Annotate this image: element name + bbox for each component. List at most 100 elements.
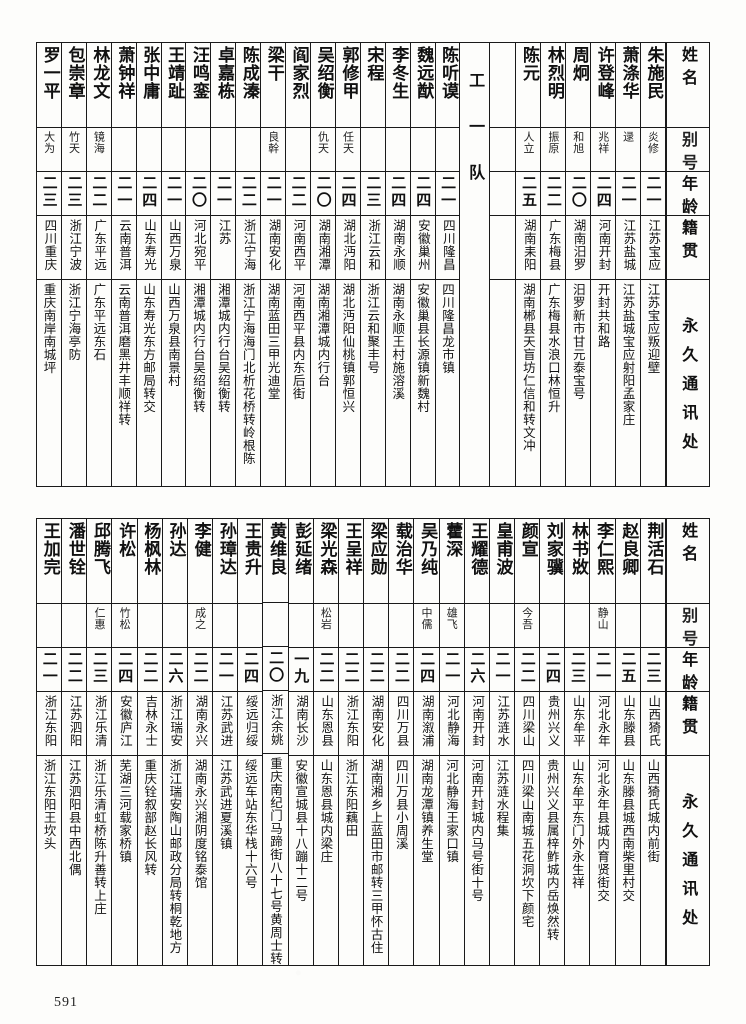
cell-alias xyxy=(286,127,310,171)
cell-name: 梁光森 xyxy=(314,519,338,603)
cell-alias: 雄飞 xyxy=(439,603,464,647)
age-text: 二二 xyxy=(367,651,386,685)
cell-age: 二四 xyxy=(540,647,565,691)
group-label-text: 工一队 xyxy=(466,72,486,210)
name-text: 阎家烈 xyxy=(288,46,309,100)
age-text: 二一 xyxy=(165,175,184,209)
cell-name: 吴绍衡 xyxy=(311,43,335,127)
age-text: 二〇 xyxy=(569,175,588,209)
cell-name: 刘家骥 xyxy=(540,519,564,603)
cell-age: 二三 xyxy=(37,171,61,215)
origin-text: 河南开封 xyxy=(596,219,612,271)
name-text: 皇甫波 xyxy=(492,522,513,576)
roster-column: 邱腾飞 仁惠 二三 浙江乐清 浙江乐清虹桥陈升善转上庄 xyxy=(86,519,112,965)
cell-origin: 江苏盐城 xyxy=(616,215,640,279)
origin-text: 山东恩县 xyxy=(319,695,335,747)
age-text: 二三 xyxy=(364,175,383,209)
addr-text: 开封共和路 xyxy=(595,283,611,348)
addr-text: 永久通讯处 xyxy=(679,793,699,938)
cell-origin: 湖南汨罗 xyxy=(566,215,591,279)
cell-name: 载治华 xyxy=(389,519,413,603)
cell-name: 孙达 xyxy=(163,519,187,603)
addr-text: 山东滕县城西南柴里村交 xyxy=(620,759,636,902)
cell-origin: 山东恩县 xyxy=(313,691,338,755)
cell-alias: 和旭 xyxy=(566,127,591,171)
cell-name: 朱施民 xyxy=(641,43,665,127)
origin-text: 河南西平 xyxy=(291,219,307,271)
cell-addr: 湘潭城内行台吴绍衡转 xyxy=(186,279,211,486)
cell-addr: 湖北沔阳仙桃镇郭恒兴 xyxy=(335,279,360,486)
cell-name: 许松 xyxy=(112,519,136,603)
addr-text: 重庆铨叙部赵长风转 xyxy=(142,759,158,876)
cell-alias: 人立 xyxy=(516,127,541,171)
cell-addr: 湖南湘乡上蓝田市邮转三甲怀古住 xyxy=(364,755,389,965)
origin-text: 浙江宁海 xyxy=(241,219,257,271)
name-text: 萧钟祥 xyxy=(114,46,135,100)
cell-addr: 重庆铨叙部赵长风转 xyxy=(137,755,162,965)
cell-age: 二五 xyxy=(615,647,640,691)
cell-addr: 河北静海王家口镇 xyxy=(439,755,464,965)
cell-alias xyxy=(565,603,590,647)
cell-addr: 江苏宝应叛迎壁 xyxy=(640,279,665,486)
cell-origin: 吉林永士 xyxy=(137,691,162,755)
cell-name: 阎家烈 xyxy=(286,43,310,127)
row-header-column: 姓名 别号 年龄 籍贯 永久通讯处 xyxy=(664,43,709,486)
addr-text: 湖北沔阳仙桃镇郭恒兴 xyxy=(340,283,356,413)
roster-column: 张中庸 二四 山东寿光 山东寿光东方邮局转交 xyxy=(135,43,161,486)
origin-text: 湖南安化 xyxy=(369,695,385,747)
cell-alias: 仁惠 xyxy=(87,603,112,647)
roster-table-top: 罗一平 大为 二三 四川重庆 重庆南岸南城坪 包崇章 竹天 二三 浙江宁波 浙江宁海亭防 林龙文 镜海… xyxy=(36,42,710,487)
cell-addr: 四川万县小周溪 xyxy=(389,755,414,965)
origin-text: 湖南耒阳 xyxy=(521,219,537,271)
cell-origin: 湖南永顺 xyxy=(385,215,410,279)
age-text: 二〇 xyxy=(267,649,286,684)
cell-origin: 河南开封 xyxy=(591,215,616,279)
cell-addr: 四川梁山南城五花洞坎下颜宅 xyxy=(514,755,540,965)
cell-addr: 江苏盐城宝应射阳孟家庄 xyxy=(616,279,640,486)
cell-name: 周炯 xyxy=(566,43,590,127)
cell-origin: 江苏泗阳 xyxy=(62,691,87,755)
origin-text: 四川重庆 xyxy=(42,219,58,271)
name-text: 孙璋达 xyxy=(215,522,236,576)
age-text: 二五 xyxy=(619,651,638,685)
cell-blank xyxy=(490,43,515,127)
cell-name: 李冬生 xyxy=(386,43,410,127)
origin-text: 浙江乐清 xyxy=(92,695,108,747)
age-text: 一九 xyxy=(292,651,311,685)
name-text: 王耀德 xyxy=(467,522,488,576)
cell-name: 王靖趾 xyxy=(162,43,186,127)
name-text: 宋程 xyxy=(363,46,384,82)
cell-addr: 贵州兴义县属梓鲊城内岳焕然转 xyxy=(540,755,565,965)
cell-age: 二〇 xyxy=(263,645,288,690)
age-text: 二二 xyxy=(239,175,258,209)
name-text: 吴绍衡 xyxy=(313,46,334,100)
cell-age: 二二 xyxy=(389,647,414,691)
origin-text: 江苏宝应 xyxy=(646,219,662,271)
cell-addr: 永久通讯处 xyxy=(666,755,709,965)
cell-blank xyxy=(490,279,516,486)
row-header-column: 姓名 别号 年龄 籍贯 永久通讯处 xyxy=(664,519,709,965)
name-text: 姓名 xyxy=(679,46,698,92)
roster-column: 王贵升 二四 绥远归绥 绥远车站东华栈十六号 xyxy=(237,519,263,965)
origin-text: 河北宛平 xyxy=(191,219,207,271)
cell-origin: 安徽庐江 xyxy=(112,691,137,755)
roster-column: 载治华二二四川万县四川万县小周溪 xyxy=(388,519,414,965)
cell-age: 二二 xyxy=(364,647,389,691)
cell-name: 王呈祥 xyxy=(339,519,363,603)
age-text: 二四 xyxy=(543,651,562,685)
cell-addr: 安徽宣城县十八蹦十二号 xyxy=(288,755,313,965)
cell-origin: 籍贯 xyxy=(666,215,709,279)
origin-text: 四川万县 xyxy=(394,695,410,747)
name-text: 包崇章 xyxy=(64,46,85,100)
age-text: 二三 xyxy=(644,651,663,685)
cell-age: 二四 xyxy=(410,171,435,215)
addr-text: 山东恩县城内梁庄 xyxy=(318,759,334,863)
cell-origin: 山东滕县 xyxy=(615,691,640,755)
cell-alias: 兆祥 xyxy=(591,127,616,171)
roster-column: 朱施民 炎修 二一 江苏宝应 江苏宝应叛迎壁 xyxy=(639,43,665,486)
alias-text: 振原 xyxy=(546,131,560,154)
origin-text: 山东牟平 xyxy=(570,695,586,747)
roster-column: 颜宣 今吾 二二 四川梁山 四川梁山南城五花洞坎下颜宅 xyxy=(513,519,540,965)
alias-text: 逯 xyxy=(621,131,635,143)
cell-origin: 江苏武进 xyxy=(213,691,238,755)
